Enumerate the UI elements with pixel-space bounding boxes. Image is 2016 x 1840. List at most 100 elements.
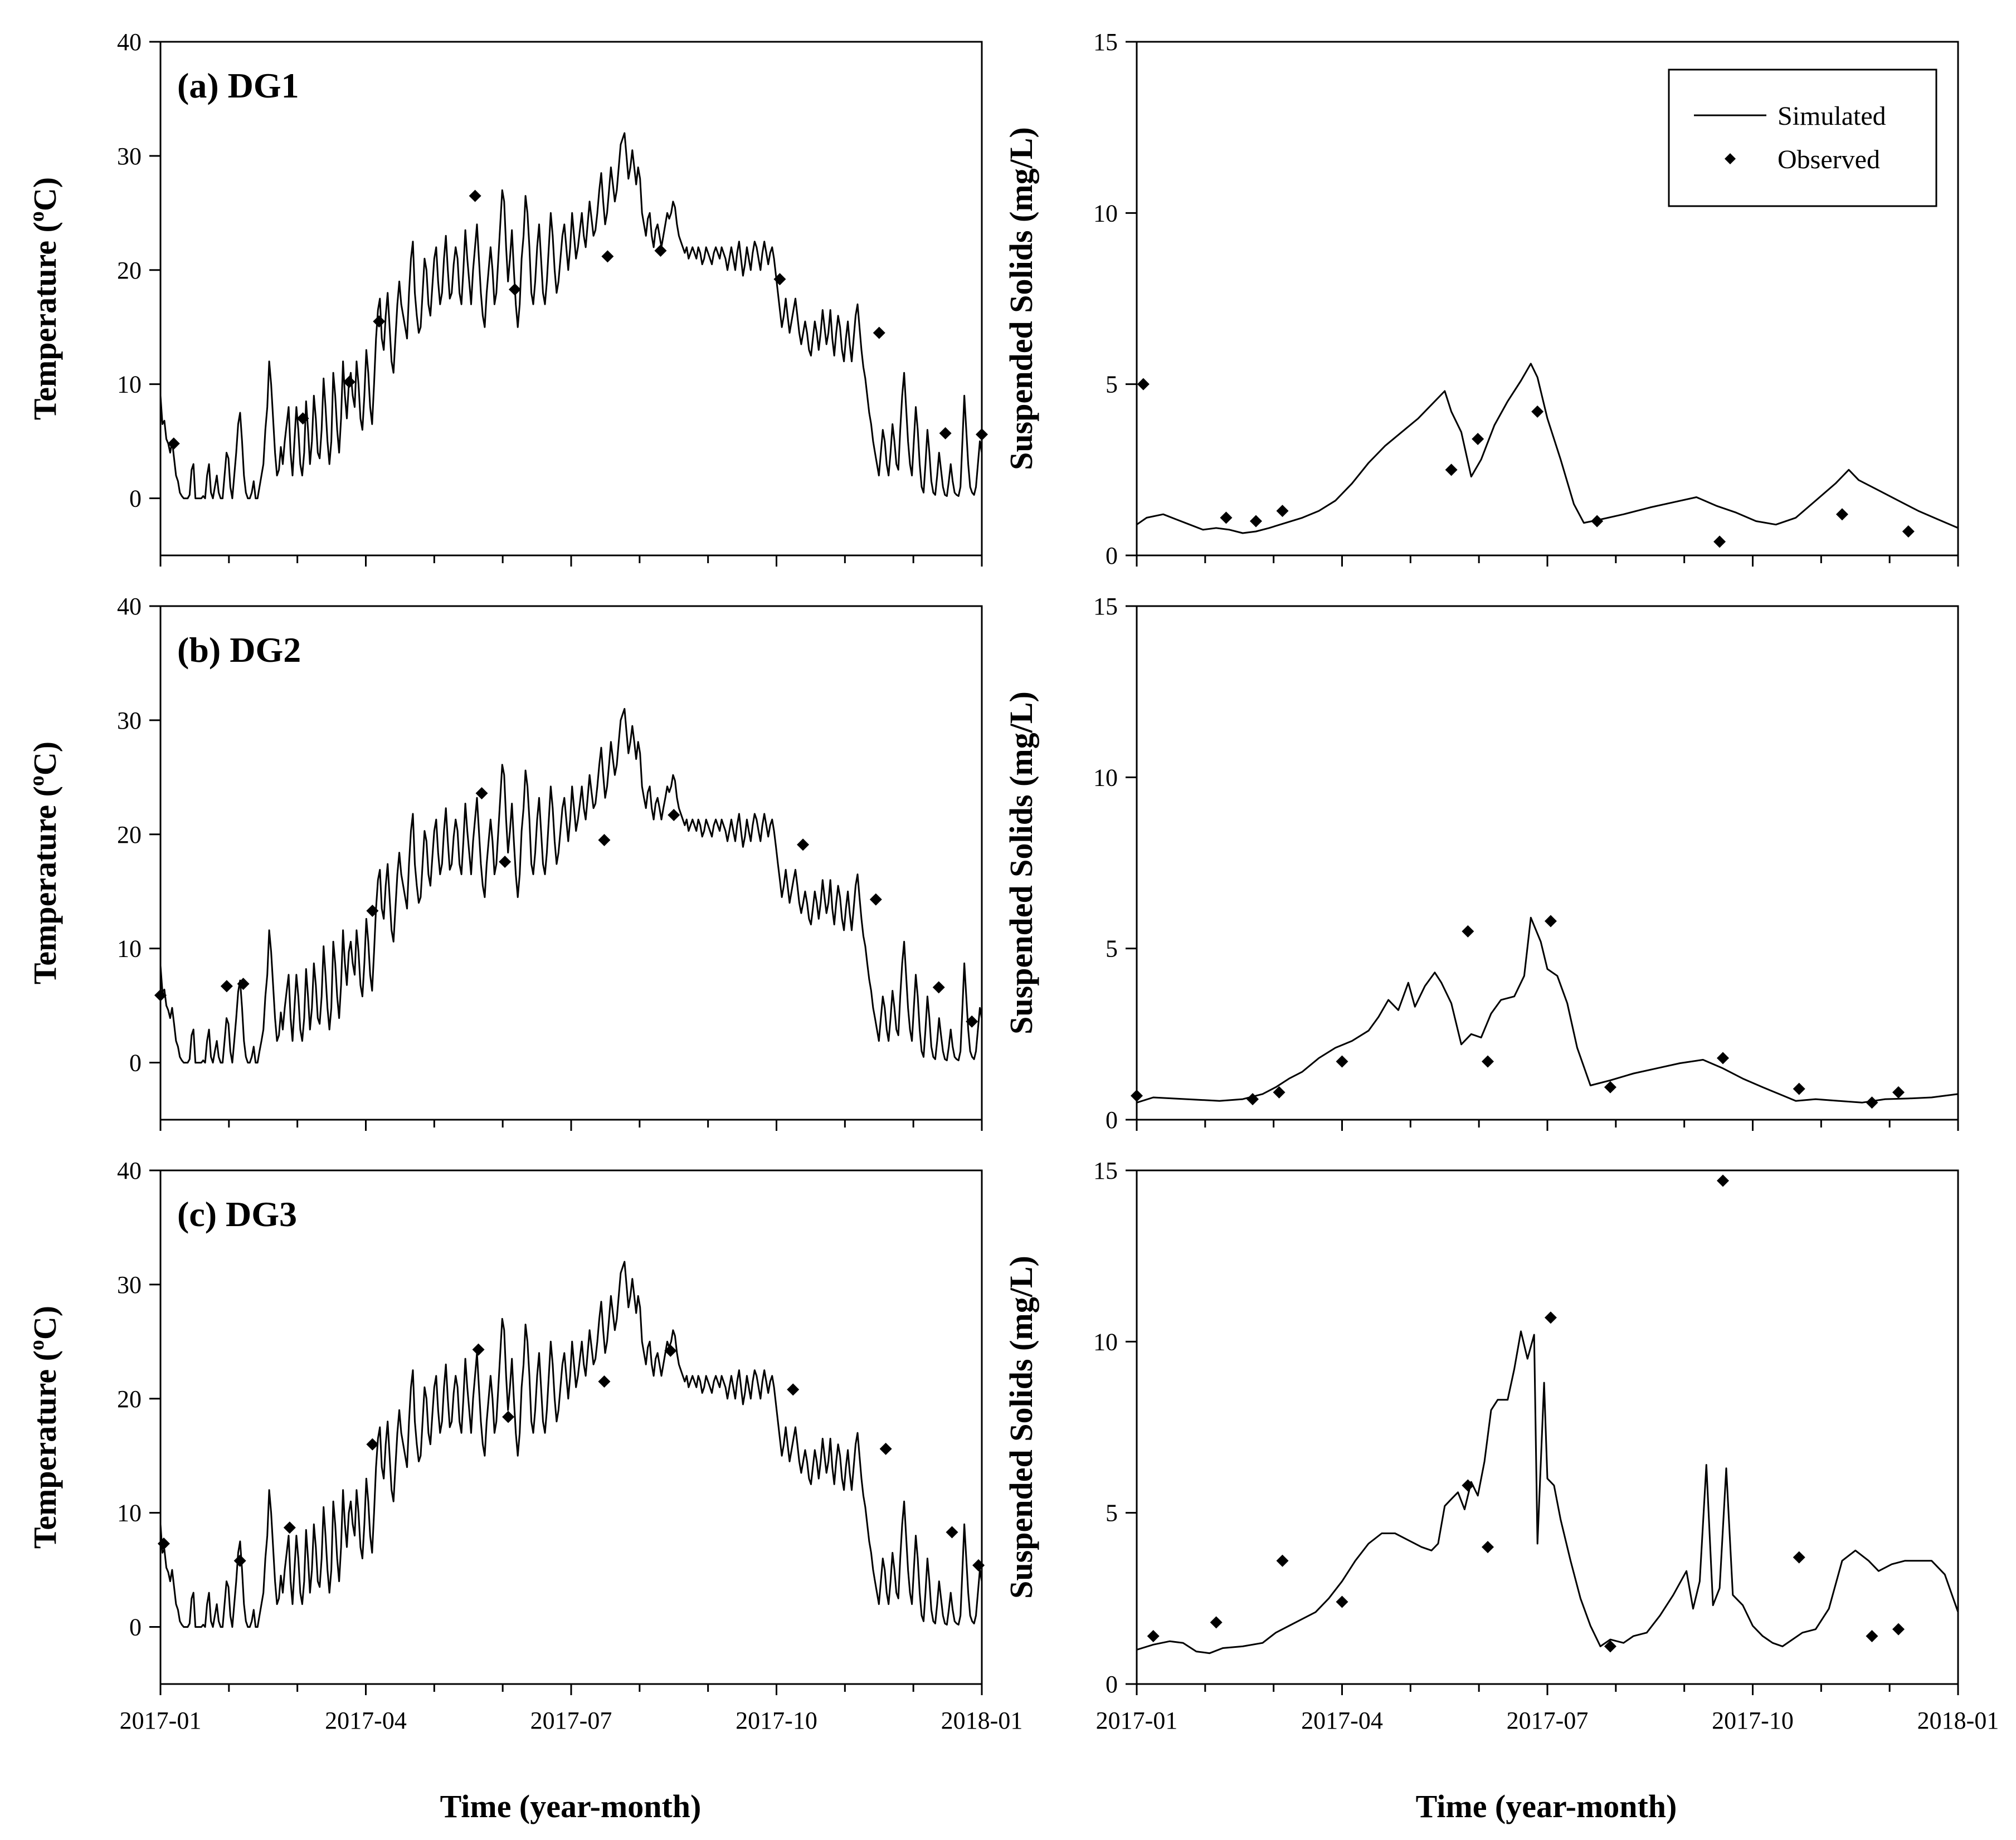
x-axis-title-right: Time (year-month)	[1416, 1788, 1677, 1824]
observed-point	[1336, 1055, 1348, 1068]
panel-label: (a) DG1	[177, 66, 299, 105]
observed-point	[1482, 1541, 1494, 1554]
legend: Simulated Observed	[1668, 69, 1937, 207]
observed-point	[668, 808, 680, 821]
observed-point	[475, 787, 488, 800]
observed-point	[1249, 515, 1262, 528]
observed-point	[1717, 1052, 1730, 1065]
observed-point	[1137, 378, 1150, 391]
observed-point	[976, 428, 988, 441]
x-tick-label: 2017-04	[325, 1707, 407, 1734]
observed-point	[1591, 515, 1604, 528]
observed-point	[1246, 1093, 1259, 1106]
observed-point	[1892, 1086, 1905, 1099]
y-tick-label: 10	[117, 935, 142, 963]
observed-point	[502, 1410, 515, 1423]
y-tick-label: 15	[1093, 593, 1118, 620]
y-axis-title: Suspended Solids (mg/L)	[1003, 127, 1039, 470]
panel-4: 0 5 10 15 Suspended Solids (mg/L)	[1003, 593, 1959, 1134]
observed-point	[1902, 525, 1915, 538]
legend-observed-marker	[1725, 153, 1736, 164]
y-tick-label: 20	[117, 257, 142, 284]
observed-point	[1445, 463, 1458, 476]
observed-point	[869, 893, 882, 906]
y-axis-title: Temperature (oC)	[25, 1306, 63, 1549]
y-tick-label: 5	[1106, 935, 1118, 963]
observed-point	[873, 326, 885, 339]
legend-simulated-label: Simulated	[1778, 101, 1886, 131]
y-axis-title: Temperature (oC)	[25, 177, 63, 420]
observed-point	[1717, 1174, 1730, 1187]
y-tick-label: 15	[1093, 28, 1118, 56]
y-tick-label: 20	[117, 821, 142, 848]
y-tick-label: 20	[117, 1385, 142, 1413]
observed-point	[1472, 433, 1484, 446]
observed-point	[664, 1344, 677, 1357]
observed-point	[366, 905, 379, 917]
observed-point	[1131, 1089, 1143, 1102]
plot-frame	[159, 1169, 983, 1685]
observed-point	[508, 283, 521, 296]
y-tick-label: 0	[1106, 1106, 1118, 1134]
simulated-series-line	[1136, 1330, 1959, 1654]
simulated-series-line	[159, 1261, 983, 1628]
plot-frame	[1136, 1169, 1959, 1685]
panel-2: 0 5 10 15 Suspended Solids (mg/L)	[1003, 28, 1959, 569]
x-axis-title-left: Time (year-month)	[440, 1788, 702, 1824]
observed-point	[1531, 405, 1544, 418]
observed-point	[366, 1438, 379, 1451]
y-tick-label: 0	[1106, 542, 1118, 569]
observed-point	[1713, 535, 1726, 548]
observed-point	[1793, 1082, 1805, 1095]
panel-6: 0 5 10 15 2017-01 2017-04 2017-07 2017-10 2018-0…	[1003, 1157, 1999, 1734]
panel-5: 0 10 20 30 40 2017-01 2017-04 2017-07 2017-10 201…	[25, 1157, 1022, 1734]
observed-point	[1544, 1311, 1557, 1324]
observed-point	[499, 855, 512, 868]
panel-1: 0 10 20 30 40 Temperature (oC) (a) DG1	[25, 28, 988, 567]
y-tick-label: 10	[1093, 764, 1118, 791]
observed-point	[1210, 1616, 1223, 1629]
observed-point	[601, 250, 614, 263]
y-tick-label: 40	[117, 28, 142, 56]
y-tick-label: 10	[117, 1500, 142, 1527]
panel-label: (c) DG3	[177, 1194, 297, 1234]
y-tick-label: 10	[1093, 1328, 1118, 1355]
y-tick-label: 0	[129, 1050, 142, 1077]
y-axis-title: Suspended Solids (mg/L)	[1003, 691, 1039, 1034]
observed-point	[1866, 1096, 1878, 1109]
observed-point	[233, 1554, 246, 1567]
observed-point	[296, 412, 309, 425]
simulated-series-line	[159, 707, 983, 1064]
simulated-series-line	[1136, 916, 1959, 1104]
observed-point	[373, 315, 386, 328]
y-tick-label: 10	[117, 371, 142, 398]
observed-point	[1462, 925, 1474, 938]
x-tick-label: 2018-01	[941, 1707, 1023, 1734]
y-tick-label: 0	[129, 1614, 142, 1641]
observed-point	[469, 189, 481, 202]
observed-point	[343, 375, 356, 388]
observed-point	[598, 1375, 611, 1388]
y-axis-title: Suspended Solids (mg/L)	[1003, 1256, 1039, 1599]
observed-point	[1544, 915, 1557, 928]
x-tick-label: 2017-10	[1712, 1707, 1794, 1734]
observed-point	[472, 1343, 485, 1356]
observed-point	[773, 273, 786, 286]
observed-point	[1273, 1086, 1285, 1099]
y-tick-label: 40	[117, 1157, 142, 1184]
observed-point	[157, 1537, 170, 1550]
legend-box	[1668, 69, 1937, 207]
x-tick-label: 2018-01	[1917, 1707, 1999, 1734]
observed-point	[972, 1559, 985, 1571]
observed-point	[946, 1526, 958, 1539]
observed-point	[654, 244, 667, 257]
y-tick-label: 5	[1106, 371, 1118, 398]
observed-point	[154, 989, 167, 1002]
observed-point	[1336, 1595, 1348, 1608]
legend-observed-label: Observed	[1778, 145, 1880, 174]
y-tick-label: 0	[1106, 1671, 1118, 1698]
x-tick-label: 2017-07	[1507, 1707, 1589, 1734]
observed-point	[598, 834, 611, 847]
plot-frame	[159, 605, 983, 1121]
